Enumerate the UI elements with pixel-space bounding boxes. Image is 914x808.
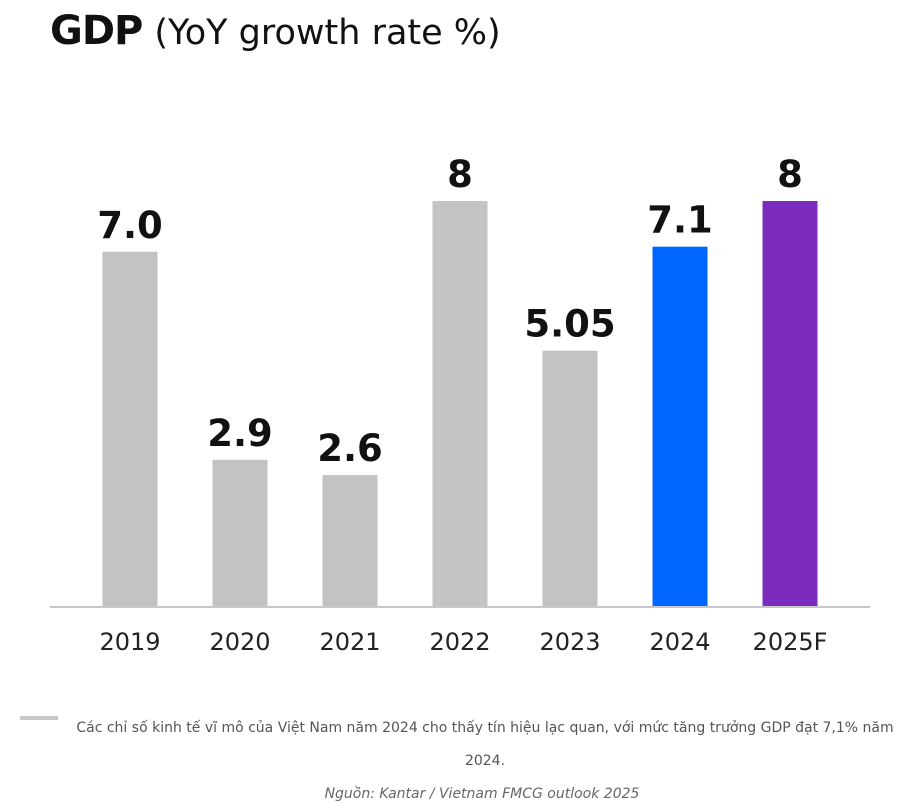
value-label-2019: 7.0 (97, 204, 163, 247)
chart-title: GDP (YoY growth rate %) (50, 8, 501, 54)
bar-2022 (432, 201, 488, 607)
bar-2019 (102, 251, 158, 607)
bar-2025f (762, 201, 818, 607)
x-tick-label-2021: 2021 (319, 628, 380, 656)
value-labels-layer: 7.0 2.9 2.6 8 5.05 7.1 8 (97, 153, 803, 470)
x-tick-label-2022: 2022 (429, 628, 490, 656)
source-credit: Nguồn: Kantar / Vietnam FMCG outlook 202… (324, 786, 640, 802)
bar-2020 (212, 459, 268, 607)
x-tick-label-2019: 2019 (99, 628, 160, 656)
x-tick-label-2025f: 2025F (753, 628, 828, 656)
x-tick-label-2023: 2023 (539, 628, 600, 656)
value-label-2023: 5.05 (524, 303, 615, 346)
bar-2024 (652, 246, 708, 608)
value-label-2021: 2.6 (317, 427, 383, 470)
chart-title-subtitle: (YoY growth rate %) (154, 13, 501, 53)
value-label-2024: 7.1 (647, 199, 713, 242)
x-tick-label-2024: 2024 (649, 628, 710, 656)
x-tick-labels-layer: 2019 2020 2021 2022 2023 2024 2025F (99, 628, 827, 656)
value-label-2025f: 8 (777, 153, 803, 196)
gdp-bar-chart: 7.02.9 2.685.057.18 2019 2020 2021 2022 2023 2… (50, 153, 870, 656)
bars-layer (102, 201, 818, 608)
caption-divider (20, 716, 58, 720)
bar-2023 (542, 350, 598, 607)
bar-2021 (322, 475, 378, 607)
x-tick-label-2020: 2020 (209, 628, 270, 656)
value-label-2022: 8 (447, 153, 473, 196)
value-label-2020: 2.9 (207, 412, 273, 455)
image-caption: Các chỉ số kinh tế vĩ mô của Việt Nam nă… (76, 720, 894, 769)
chart-title-main: GDP (50, 8, 143, 54)
